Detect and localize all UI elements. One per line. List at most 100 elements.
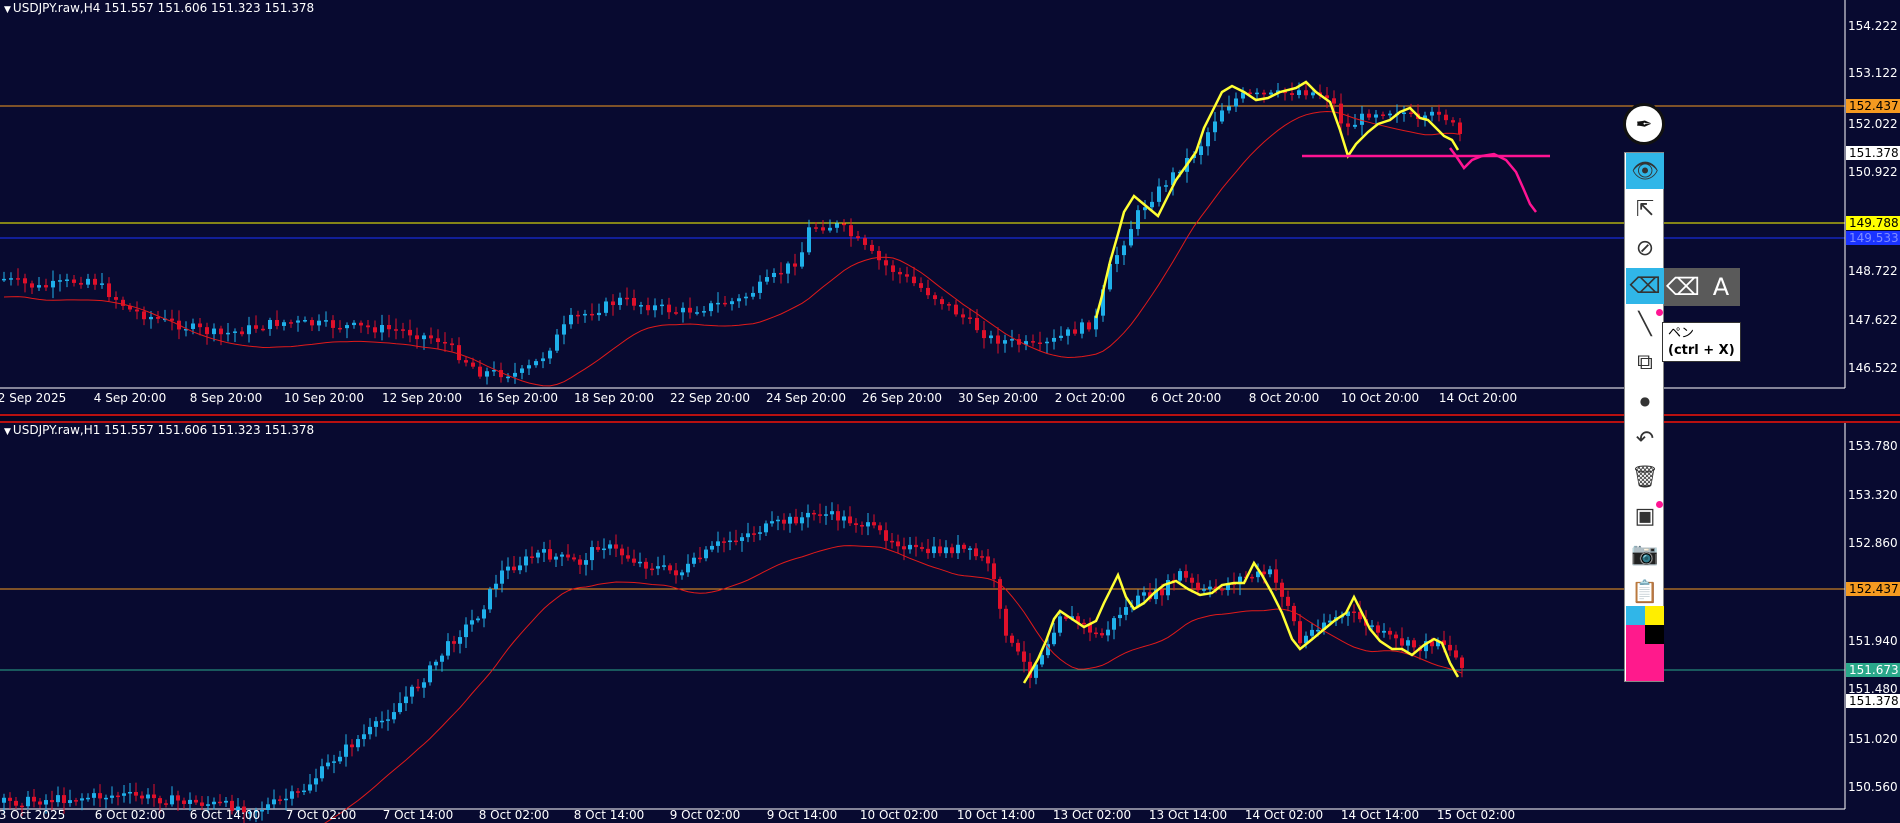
candle-body [870,244,874,251]
candle-body [1076,616,1080,623]
candle-body [1262,92,1266,95]
candle-body [807,227,811,253]
h1-current-price-badge: 151.378 [1846,694,1900,708]
candle-body [681,307,685,313]
color-swatch-cyan[interactable] [1626,606,1645,625]
h4-chart-pane[interactable]: ▼ USDJPY.raw,H4 151.557 151.606 151.323 1… [0,0,1900,413]
h1-price-label: 153.320 [1848,488,1898,502]
eraser-icon[interactable]: ⌫ [1666,273,1700,301]
candle-body [303,320,307,322]
candle-body [614,544,618,549]
candle-body [198,323,202,328]
candle-body [65,279,69,281]
candle-body [660,304,664,307]
eye-icon[interactable]: 👁 [1626,153,1664,189]
h1-chart-title: ▼ USDJPY.raw,H1 151.557 151.606 151.323 1… [4,423,314,437]
candle-body [1088,623,1092,633]
candle-body [219,328,223,335]
candle-body [548,549,552,560]
candle-body [398,703,402,713]
h1-chart-pane[interactable]: ▼ USDJPY.raw,H1 151.557 151.606 151.323 1… [0,423,1900,823]
dot-icon[interactable]: ● [1639,394,1651,408]
clipboard-icon[interactable]: 📋 [1631,579,1659,605]
candle-body [1250,576,1254,579]
candle-body [1381,114,1385,116]
pane-separator[interactable] [0,414,1900,423]
h1-time-label: 6 Oct 14:00 [189,808,261,822]
candle-body [170,795,174,805]
collapse-triangle-icon[interactable]: ▼ [4,5,11,15]
candle-body [275,319,279,326]
candle-body [674,570,678,576]
candle-body [142,311,146,320]
h1-time-label: 14 Oct 14:00 [1340,808,1420,822]
candle-body [812,512,816,515]
candle-body [44,800,48,805]
candle-body [1388,113,1392,116]
candle-body [779,272,783,275]
candle-body [191,323,195,329]
candle-body [1458,122,1462,134]
candle-body [842,516,846,521]
candle-body [1460,657,1464,668]
h1-time-label: 15 Oct 02:00 [1436,808,1516,822]
h1-price-label: 151.020 [1848,732,1898,746]
candle-body [1280,582,1284,597]
candle-body [542,549,546,553]
h1-time-label: 10 Oct 02:00 [859,808,939,822]
fountain-pen-icon[interactable]: ✒ [1623,103,1665,145]
h1-time-label: 6 Oct 02:00 [94,808,166,822]
candle-body [338,327,342,330]
candle-body [1412,640,1416,648]
candle-body [512,566,516,571]
candle-body [722,541,726,543]
no-draw-icon[interactable]: ⊘ [1635,235,1655,261]
candle-body [1160,589,1164,596]
color-swatch-black[interactable] [1645,625,1664,644]
text-icon[interactable]: A [1712,273,1730,301]
candle-body [1406,640,1410,646]
highlighter-icon[interactable]: ⧉ [1637,349,1653,375]
candle-body [272,799,276,805]
candle-body [164,803,168,805]
candle-body [737,298,741,302]
candle-body [944,547,948,554]
eraser-icon[interactable]: ⌫ [1626,268,1664,304]
screen-board-icon[interactable]: ▣ [1626,498,1664,534]
color-swatch-yellow[interactable] [1645,606,1664,625]
candle-body [1255,92,1259,95]
candle-body [1353,124,1357,127]
undo-icon[interactable]: ↶ [1635,426,1655,452]
color-swatch-pink[interactable] [1626,625,1645,644]
candle-body [800,252,804,267]
collapse-triangle-icon[interactable]: ▼ [4,427,11,437]
h4-price-label: 146.522 [1848,361,1898,375]
h1-time-label: 3 Oct 2025 [0,808,66,822]
candle-body [989,335,993,339]
candle-body [860,525,864,527]
camera-icon[interactable]: 📷 [1631,541,1659,567]
h1-price-chart[interactable] [0,423,1900,823]
candle-body [772,272,776,278]
candle-body [842,223,846,226]
line-pen-icon[interactable]: ╲ [1626,306,1664,342]
candle-body [1124,607,1128,615]
h4-time-label: 8 Oct 20:00 [1248,391,1320,405]
candle-body [764,523,768,533]
candle-body [1082,622,1086,625]
candle-body [492,370,496,372]
pink-dot-indicator [1656,309,1663,316]
candle-body [290,791,294,799]
candle-body [416,686,420,689]
trash-icon[interactable]: 🗑 [1631,464,1659,490]
candle-body [527,365,531,369]
candle-body [51,280,55,288]
current-color-swatch[interactable] [1626,644,1664,681]
candle-body [1430,641,1434,647]
candle-body [794,516,798,524]
candle-body [218,801,222,804]
cursor-select-icon[interactable]: ⇱ [1635,196,1655,222]
h4-price-label: 153.122 [1848,66,1898,80]
candle-body [324,320,328,322]
h4-price-chart[interactable] [0,0,1900,413]
